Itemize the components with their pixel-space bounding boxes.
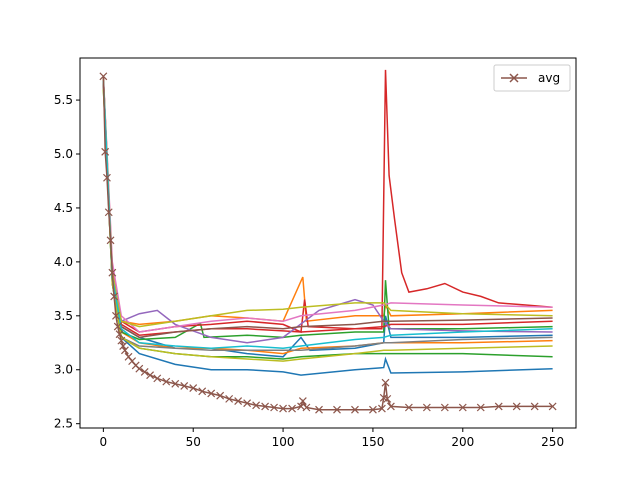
avg-marker-47	[404, 403, 413, 412]
avg-marker-0	[99, 72, 108, 81]
avg-marker-3	[104, 208, 113, 217]
avg-marker-32	[270, 403, 279, 412]
avg-marker-18	[146, 371, 155, 380]
avg-marker-39	[333, 405, 341, 414]
avg-marker-12	[121, 346, 129, 355]
avg-marker-50	[458, 403, 467, 412]
legend-label-avg: avg	[538, 71, 560, 85]
series-line-5	[102, 80, 553, 341]
x-tick-label-150: 150	[361, 435, 384, 449]
legend-box	[493, 64, 571, 92]
series-line-7	[102, 69, 553, 334]
series-line-10	[102, 83, 553, 339]
legend: avg	[493, 64, 571, 92]
avg-marker-28	[234, 397, 243, 405]
avg-marker-8	[113, 322, 122, 331]
avg-marker-46	[386, 402, 395, 411]
avg-marker-19	[153, 374, 162, 383]
avg-marker-30	[252, 401, 261, 410]
y-tick-label-2.5: 2.5	[54, 417, 73, 431]
avg-marker-52	[494, 402, 503, 411]
plot-frame	[79, 57, 577, 429]
avg-marker-11	[119, 342, 128, 350]
avg-marker-16	[135, 364, 144, 373]
series-line-12	[102, 87, 553, 352]
avg-marker-26	[216, 391, 225, 400]
legend-marker-x-icon	[509, 73, 519, 83]
y-tick-label-4.5: 4.5	[54, 201, 73, 215]
avg-marker-36	[298, 397, 307, 405]
series-line-8	[102, 82, 553, 336]
avg-marker-55	[548, 402, 557, 411]
avg-marker-22	[180, 382, 189, 390]
avg-marker-38	[315, 405, 323, 414]
y-tick-label-5.5: 5.5	[54, 93, 73, 107]
avg-marker-5	[108, 268, 117, 277]
avg-marker-27	[225, 394, 234, 403]
y-axis: 2.5 3.0 3.5 4.0 4.5 5.0 5.5	[54, 93, 80, 431]
x-tick-label-50: 50	[186, 435, 201, 449]
series-lines	[102, 69, 553, 376]
avg-marker-25	[207, 389, 216, 398]
x-axis: 0 50 100 150 200 250	[100, 428, 564, 449]
x-tick-label-200: 200	[451, 435, 474, 449]
x-tick-label-250: 250	[541, 435, 564, 449]
avg-marker-29	[243, 399, 252, 408]
avg-marker-49	[440, 403, 449, 412]
avg-marker-54	[530, 402, 539, 411]
avg-marker-41	[369, 405, 377, 414]
avg-marker-2	[103, 173, 111, 182]
avg-marker-44	[381, 378, 390, 387]
series-line-9	[102, 78, 553, 344]
avg-marker-53	[512, 402, 521, 411]
avg-marker-34	[288, 404, 296, 413]
avg-marker-42	[377, 404, 386, 413]
avg-marker-40	[351, 405, 359, 414]
series-line-11	[102, 76, 553, 333]
series-line-14	[102, 89, 553, 362]
avg-marker-24	[198, 387, 207, 396]
y-tick-label-4: 4.0	[54, 255, 73, 269]
avg-marker-51	[476, 403, 485, 412]
avg-marker-7	[112, 311, 120, 320]
avg-marker-37	[302, 403, 311, 412]
avg-marker-20	[162, 377, 171, 386]
avg-line	[102, 76, 553, 411]
avg-marker-33	[279, 404, 287, 413]
avg-marker-23	[189, 384, 198, 393]
series-line-1	[102, 78, 553, 358]
series-line-13	[102, 78, 553, 328]
x-tick-label-100: 100	[272, 435, 295, 449]
avg-marker-4	[106, 236, 115, 245]
avg-marker-21	[171, 379, 180, 388]
avg-marker-17	[140, 367, 149, 376]
avg-marker-6	[110, 292, 119, 301]
avg-marker-9	[115, 330, 124, 339]
avg-marker-31	[261, 402, 270, 411]
series-line-3	[102, 78, 553, 326]
y-tick-label-3.5: 3.5	[54, 309, 73, 323]
series-line-15	[102, 80, 553, 349]
x-tick-label-0: 0	[100, 435, 108, 449]
avg-marker-1	[101, 147, 110, 156]
series-line-2	[102, 83, 553, 376]
avg-marker-10	[117, 336, 126, 345]
y-tick-label-3: 3.0	[54, 363, 73, 377]
y-tick-label-5: 5.0	[54, 147, 73, 161]
avg-marker-45	[383, 394, 392, 403]
avg-series	[99, 72, 557, 414]
avg-marker-48	[422, 403, 431, 412]
